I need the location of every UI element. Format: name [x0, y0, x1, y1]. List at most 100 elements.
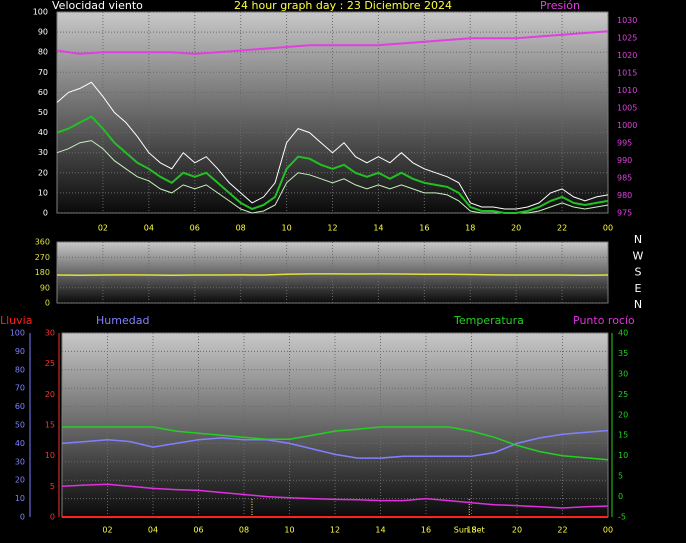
y-tick-label: 10: [15, 494, 25, 503]
y2-axis-label: Presión: [540, 0, 580, 12]
y-tick-label: 90: [15, 347, 25, 356]
y-tick-label: 100: [10, 329, 25, 338]
y2-tick-label: 25: [618, 390, 628, 399]
x-tick-label: 20: [512, 526, 522, 535]
x-tick-label: 12: [330, 526, 340, 535]
y-tick-label: 30: [15, 457, 25, 466]
y2-tick-label: 20: [618, 410, 628, 419]
y2-tick-label: 1020: [617, 51, 637, 60]
series-line: [62, 426, 609, 461]
x-tick-label: 04: [144, 224, 154, 233]
y-tick-label: 30: [38, 148, 48, 157]
x-tick-label: 00: [603, 526, 613, 535]
x-tick-label: 08: [239, 526, 249, 535]
y-tick-label: 90: [38, 28, 48, 37]
series-label: Humedad: [96, 314, 149, 327]
y-tick-label: 40: [15, 439, 25, 448]
y2-tick-label: 975: [617, 209, 632, 218]
y-tick-label: 70: [38, 68, 48, 77]
x-tick-label: 12: [327, 224, 337, 233]
y-tick-label: 360: [35, 238, 50, 247]
y2-tick-label: 1025: [617, 34, 637, 43]
y-tick-label: 180: [35, 268, 50, 277]
x-tick-label: 18: [466, 526, 476, 535]
y2-tick-label: -5: [618, 513, 626, 522]
x-tick-label: 08: [236, 224, 246, 233]
y2-tick-label: 0: [618, 492, 623, 501]
y-tick-label: 80: [15, 365, 25, 374]
series-line: [56, 115, 609, 214]
y-tick-label: 80: [38, 48, 48, 57]
x-tick-label: 02: [98, 224, 108, 233]
x-tick-label: 22: [557, 526, 567, 535]
y2-tick-label: 10: [618, 451, 628, 460]
y2-tick-label: 1000: [617, 121, 637, 130]
y-tick-label: 0: [43, 209, 48, 218]
x-tick-label: 00: [603, 224, 613, 233]
y3-tick-label: 0: [50, 513, 55, 522]
series-line: [56, 81, 609, 210]
y2-tick-label: 1005: [617, 104, 637, 113]
x-tick-label: 16: [421, 526, 431, 535]
x-tick-label: 20: [511, 224, 521, 233]
x-tick-label: 16: [419, 224, 429, 233]
series-line: [56, 273, 609, 276]
compass-label: E: [635, 282, 642, 295]
y2-tick-label: 1030: [617, 16, 637, 25]
x-tick-label: 14: [373, 224, 383, 233]
y-tick-label: 10: [38, 188, 48, 197]
compass-label: W: [633, 249, 644, 262]
y3-tick-label: 10: [45, 451, 55, 460]
y3-tick-label: 20: [45, 390, 55, 399]
chart-title: 24 hour graph day : 23 Diciembre 2024: [234, 0, 452, 12]
y2-tick-label: 990: [617, 156, 632, 165]
x-tick-label: 06: [193, 526, 203, 535]
y2-tick-label: 1010: [617, 86, 637, 95]
series-line: [61, 429, 609, 459]
compass-label: N: [634, 233, 642, 246]
y2-tick-label: 30: [618, 369, 628, 378]
y-tick-label: 100: [33, 8, 48, 17]
y-axis-label: Velocidad viento: [52, 0, 143, 12]
y3-tick-label: 15: [45, 421, 55, 430]
y-tick-label: 90: [40, 283, 50, 292]
y2-tick-label: 985: [617, 174, 632, 183]
series-label: Temperatura: [453, 314, 524, 327]
y3-tick-label: 25: [45, 359, 55, 368]
x-tick-label: 14: [375, 526, 385, 535]
y-tick-label: 0: [20, 513, 25, 522]
x-tick-label: 04: [148, 526, 158, 535]
y2-tick-label: 35: [618, 349, 628, 358]
y2-tick-label: 40: [618, 329, 628, 338]
y-tick-label: 50: [38, 108, 48, 117]
series-line: [56, 30, 609, 55]
y-tick-label: 40: [38, 128, 48, 137]
x-tick-label: 10: [284, 526, 294, 535]
y-tick-label: 50: [15, 421, 25, 430]
x-tick-label: 18: [465, 224, 475, 233]
x-tick-label: 02: [102, 526, 112, 535]
y-tick-label: 270: [35, 253, 50, 262]
y-tick-label: 60: [38, 88, 48, 97]
y2-tick-label: 5: [618, 472, 623, 481]
y-tick-label: 20: [15, 476, 25, 485]
y2-tick-label: 980: [617, 191, 632, 200]
y2-tick-label: 1015: [617, 69, 637, 78]
series-line: [61, 483, 609, 509]
x-tick-label: 06: [190, 224, 200, 233]
event-label: Sun Set: [454, 526, 485, 535]
y-tick-label: 0: [45, 299, 50, 308]
y2-tick-label: 995: [617, 139, 632, 148]
y-tick-label: 20: [38, 168, 48, 177]
x-tick-label: 22: [557, 224, 567, 233]
y2-tick-label: 15: [618, 431, 628, 440]
y3-tick-label: 5: [50, 482, 55, 491]
series-label: Lluvia: [0, 314, 32, 327]
y-tick-label: 60: [15, 402, 25, 411]
y3-tick-label: 30: [45, 329, 55, 338]
x-tick-label: 10: [281, 224, 291, 233]
compass-label: S: [635, 266, 642, 279]
series-label: Punto rocío: [573, 314, 635, 327]
y-tick-label: 70: [15, 384, 25, 393]
